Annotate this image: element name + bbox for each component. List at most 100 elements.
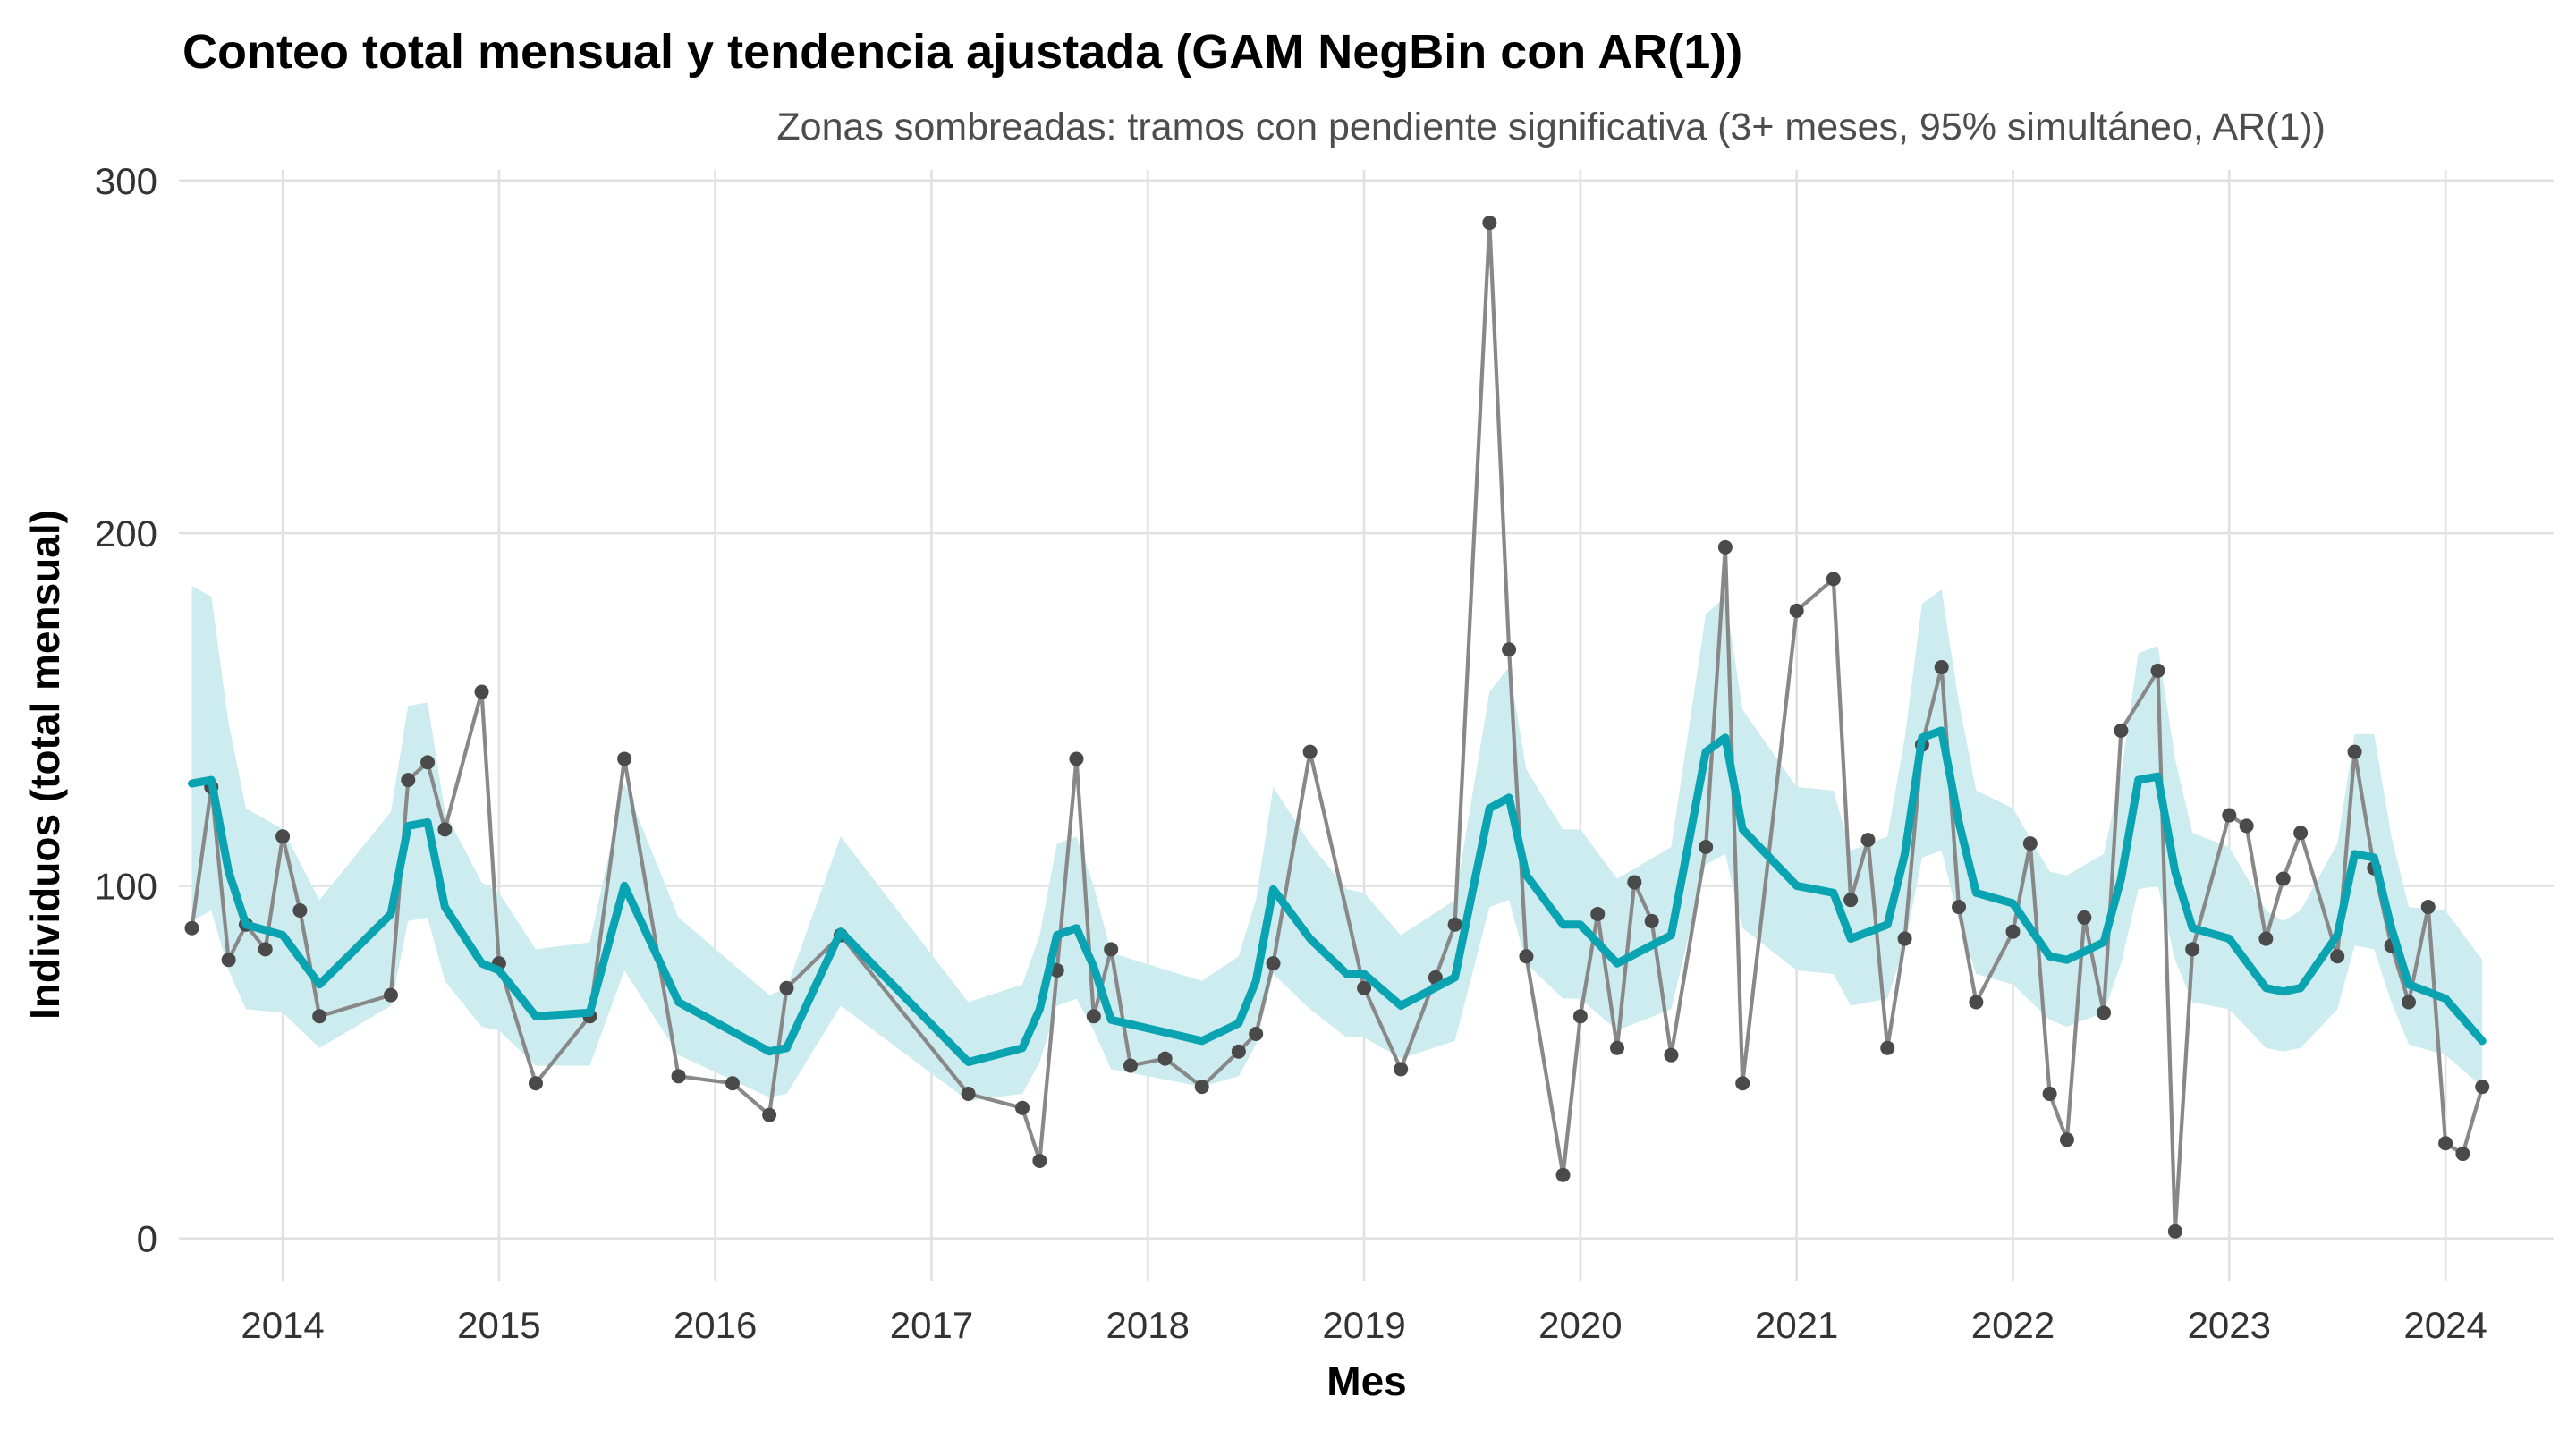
confidence-bands xyxy=(191,586,2483,1101)
observed-point xyxy=(184,920,199,936)
observed-point xyxy=(2185,942,2200,957)
observed-point xyxy=(2347,744,2362,759)
observed-point xyxy=(779,980,794,995)
observed-point xyxy=(2293,826,2309,841)
x-axis-title: Mes xyxy=(1326,1358,1406,1404)
observed-point xyxy=(221,953,236,968)
observed-point xyxy=(1447,917,1462,932)
observed-point xyxy=(2059,1132,2074,1147)
observed-point xyxy=(1843,893,1859,908)
observed-point xyxy=(2330,949,2345,964)
observed-point xyxy=(1428,970,1443,985)
observed-point xyxy=(312,1009,327,1024)
observed-point xyxy=(671,1069,686,1084)
observed-point xyxy=(1590,906,1606,921)
x-axis-ticks: 2014 2015 2016 2017 2018 2019 2020 2021 2022 2023… xyxy=(241,1304,2487,1346)
observed-point xyxy=(1194,1080,1209,1095)
observed-point xyxy=(2438,1136,2453,1151)
x-tick-label: 2020 xyxy=(1538,1304,1622,1346)
observed-point xyxy=(2022,836,2038,851)
observed-point xyxy=(2005,924,2021,939)
x-tick-label: 2014 xyxy=(241,1304,324,1346)
y-tick-label: 100 xyxy=(95,865,157,907)
grid xyxy=(179,170,2554,1281)
observed-point xyxy=(1266,956,1281,971)
observed-point xyxy=(1555,1167,1571,1182)
observed-point xyxy=(1572,1009,1588,1024)
x-tick-label: 2016 xyxy=(674,1304,757,1346)
observed-point xyxy=(1880,1040,1895,1055)
observed-point xyxy=(1357,980,1372,995)
x-tick-label: 2021 xyxy=(1755,1304,1838,1346)
observed-point xyxy=(1735,1076,1750,1091)
observed-point xyxy=(1644,913,1659,928)
observed-point xyxy=(1157,1051,1173,1066)
observed-point xyxy=(474,684,489,699)
trend-line xyxy=(188,726,2487,1066)
observed-point xyxy=(1032,1153,1047,1168)
trend-series xyxy=(188,726,2487,1066)
chart-title: Conteo total mensual y tendencia ajustad… xyxy=(182,25,1742,79)
confidence-band xyxy=(191,586,2483,1101)
observed-point xyxy=(2042,1087,2057,1102)
observed-point xyxy=(1519,949,1534,964)
observed-point xyxy=(2258,931,2274,946)
observed-point xyxy=(1699,840,1714,855)
observed-point xyxy=(1394,1062,1409,1077)
observed-point xyxy=(1664,1047,1679,1063)
y-tick-label: 0 xyxy=(137,1218,157,1260)
observed-point xyxy=(2097,1005,2112,1020)
observed-point xyxy=(383,987,398,1003)
observed-point xyxy=(1302,744,1318,759)
observed-point xyxy=(2150,663,2165,678)
observed-series xyxy=(184,216,2490,1239)
chart-subtitle: Zonas sombreadas: tramos con pendiente s… xyxy=(776,106,2326,148)
observed-point xyxy=(1897,931,1912,946)
observed-point xyxy=(725,1076,741,1091)
observed-point xyxy=(528,1076,543,1091)
observed-point xyxy=(2455,1147,2470,1162)
observed-point xyxy=(1086,1009,1101,1024)
x-tick-label: 2017 xyxy=(890,1304,973,1346)
observed-point xyxy=(1069,751,1084,766)
observed-point xyxy=(2420,900,2436,915)
observed-point xyxy=(420,755,436,770)
observed-point xyxy=(2077,910,2092,925)
observed-point xyxy=(437,822,453,837)
observed-point xyxy=(1482,216,1497,231)
observed-point xyxy=(1934,659,1949,674)
observed-point xyxy=(1231,1044,1246,1059)
observed-point xyxy=(1502,642,1517,657)
observed-point xyxy=(2222,808,2237,823)
x-tick-label: 2018 xyxy=(1106,1304,1190,1346)
y-tick-label: 300 xyxy=(95,160,157,202)
observed-point xyxy=(1123,1058,1138,1073)
y-axis-ticks: 0 100 200 300 xyxy=(95,160,157,1260)
observed-point xyxy=(1104,942,1119,957)
observed-point xyxy=(1015,1100,1030,1115)
observed-point xyxy=(401,773,416,788)
observed-point xyxy=(961,1087,976,1102)
observed-point xyxy=(2475,1080,2490,1095)
observed-point xyxy=(1952,900,1967,915)
y-tick-label: 200 xyxy=(95,512,157,555)
x-tick-label: 2022 xyxy=(1971,1304,2055,1346)
x-tick-label: 2023 xyxy=(2188,1304,2271,1346)
y-axis-title: Individuos (total mensual) xyxy=(21,510,68,1020)
observed-point xyxy=(1969,995,1984,1010)
observed-point xyxy=(292,903,308,918)
observed-point xyxy=(2401,995,2416,1010)
observed-point xyxy=(2114,723,2129,738)
x-tick-label: 2019 xyxy=(1322,1304,1405,1346)
observed-point xyxy=(2239,818,2254,834)
x-tick-label: 2015 xyxy=(457,1304,540,1346)
x-tick-label: 2024 xyxy=(2403,1304,2487,1346)
observed-point xyxy=(1717,539,1733,555)
observed-point xyxy=(2275,871,2291,886)
observed-point xyxy=(1789,603,1804,618)
observed-point xyxy=(617,751,632,766)
observed-point xyxy=(1826,572,1841,587)
observed-point xyxy=(1609,1040,1624,1055)
observed-point xyxy=(1627,875,1642,890)
